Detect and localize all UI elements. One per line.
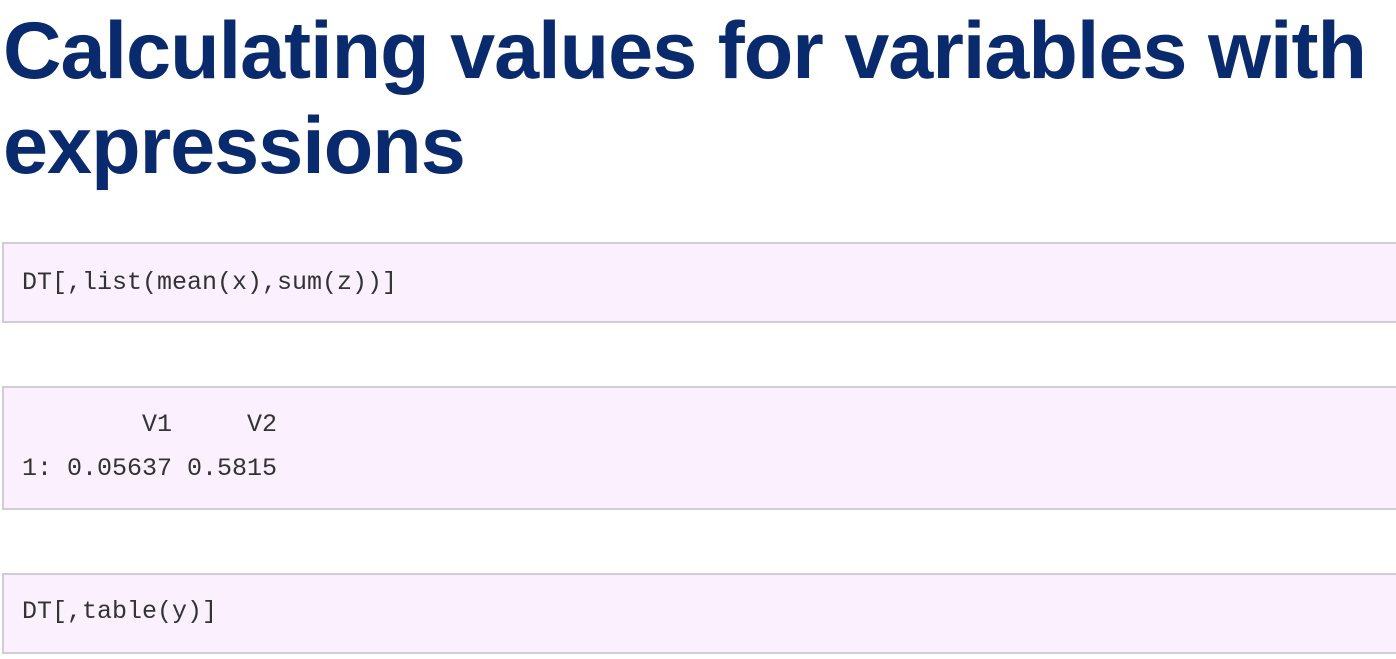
page-title-line-2: expressions [3, 101, 466, 191]
code-block-list-mean-sum: DT[,list(mean(x),sum(z))] [2, 242, 1396, 323]
code-block-table: DT[,table(y)] [2, 573, 1396, 654]
output-header-row: V1 V2 [22, 410, 278, 439]
output-data-row: 1: 0.05637 0.5815 [22, 454, 278, 483]
page-title: Calculating values for variables with exp… [3, 4, 1396, 194]
code-line: DT[,list(mean(x),sum(z))] [22, 268, 398, 297]
page-title-line-1: Calculating values for variables with [3, 6, 1367, 96]
code-line: DT[,table(y)] [22, 597, 218, 626]
output-block: V1 V2 1: 0.05637 0.5815 [2, 386, 1396, 510]
